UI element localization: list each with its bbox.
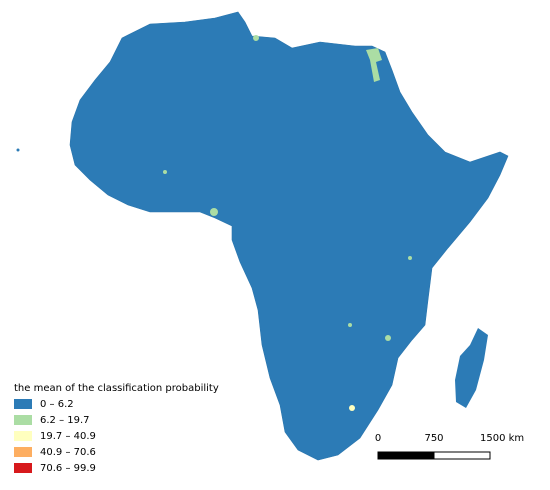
legend-label: 0 – 6.2 bbox=[40, 399, 74, 410]
scale-bar: 0 750 1500 km bbox=[375, 433, 524, 460]
spot bbox=[210, 208, 218, 216]
scale-label: 0 bbox=[375, 433, 381, 444]
spot bbox=[348, 323, 352, 327]
legend-swatch bbox=[14, 399, 32, 409]
nile-region bbox=[366, 48, 382, 82]
spot bbox=[349, 405, 355, 411]
continent bbox=[69, 11, 509, 461]
spot bbox=[163, 170, 167, 174]
legend-swatch bbox=[14, 463, 32, 473]
legend-label: 6.2 – 19.7 bbox=[40, 415, 90, 426]
spot bbox=[16, 148, 20, 152]
scale-label: 1500 km bbox=[480, 433, 524, 444]
legend-swatch bbox=[14, 447, 32, 457]
scale-segment bbox=[433, 451, 491, 460]
spot bbox=[253, 35, 259, 41]
spot bbox=[385, 335, 391, 341]
spot bbox=[408, 256, 412, 260]
madagascar bbox=[455, 328, 488, 408]
legend-label: 19.7 – 40.9 bbox=[40, 431, 96, 442]
scale-label: 750 bbox=[424, 433, 443, 444]
legend-items: 0 – 6.2 6.2 – 19.7 19.7 – 40.9 40.9 – 70.6 7… bbox=[14, 399, 96, 474]
legend-title: the mean of the classification probabili… bbox=[14, 383, 219, 394]
legend-swatch bbox=[14, 431, 32, 441]
legend-label: 70.6 – 99.9 bbox=[40, 463, 96, 474]
legend-label: 40.9 – 70.6 bbox=[40, 447, 96, 458]
africa-map bbox=[16, 11, 509, 461]
legend-swatch bbox=[14, 415, 32, 425]
legend: the mean of the classification probabili… bbox=[14, 383, 219, 474]
scale-segment bbox=[377, 451, 435, 460]
